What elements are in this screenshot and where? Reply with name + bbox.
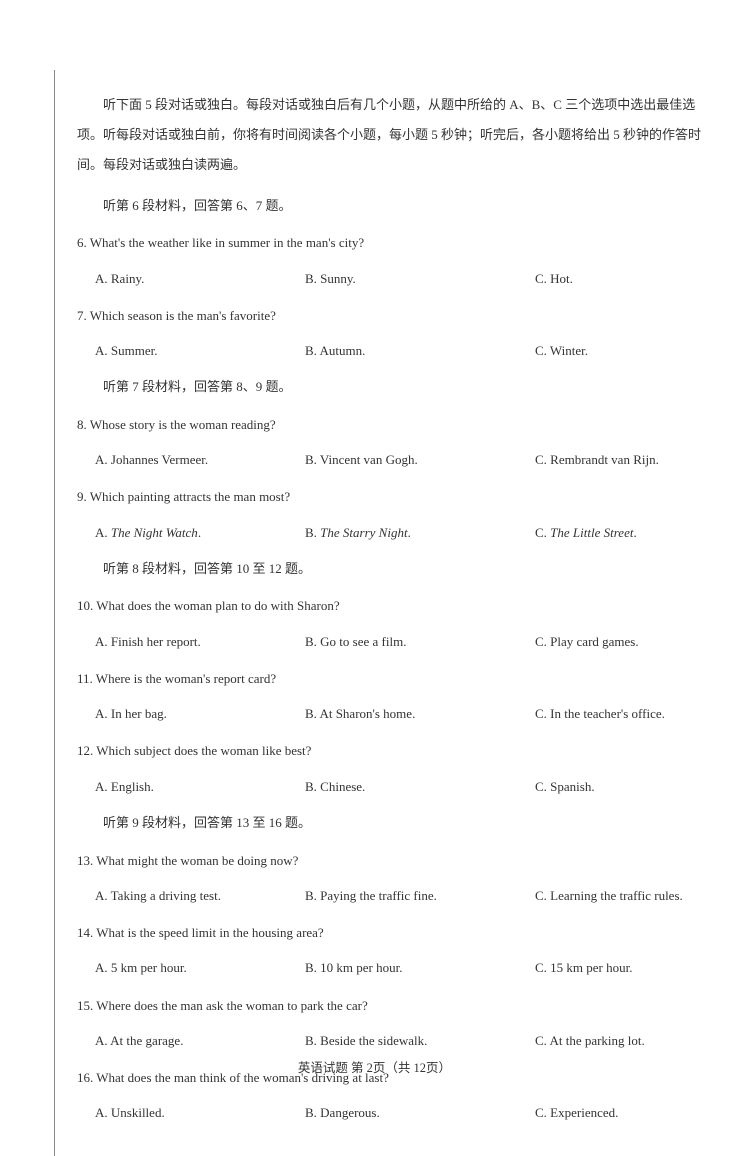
question-options: A. Rainy. B. Sunny. C. Hot. xyxy=(77,264,709,293)
question-stem: 11. Where is the woman's report card? xyxy=(77,664,709,693)
option-b: B. Go to see a film. xyxy=(305,627,535,656)
question-options: A. Unskilled. B. Dangerous. C. Experienc… xyxy=(77,1098,709,1127)
question-stem: 6. What's the weather like in summer in … xyxy=(77,228,709,257)
option-c: C. Experienced. xyxy=(535,1098,709,1127)
question-options: A. Johannes Vermeer. B. Vincent van Gogh… xyxy=(77,445,709,474)
option-b: B. The Starry Night. xyxy=(305,518,535,547)
option-a: A. Johannes Vermeer. xyxy=(95,445,305,474)
option-b: B. 10 km per hour. xyxy=(305,953,535,982)
option-c: C. Spanish. xyxy=(535,772,709,801)
question-stem: 7. Which season is the man's favorite? xyxy=(77,301,709,330)
option-a: A. Rainy. xyxy=(95,264,305,293)
option-c: C. 15 km per hour. xyxy=(535,953,709,982)
option-a: A. Unskilled. xyxy=(95,1098,305,1127)
option-a: A. Summer. xyxy=(95,336,305,365)
section-note: 听第 9 段材料，回答第 13 至 16 题。 xyxy=(77,809,709,838)
question-options: A. Summer. B. Autumn. C. Winter. xyxy=(77,336,709,365)
option-a: A. The Night Watch. xyxy=(95,518,305,547)
option-b: B. At Sharon's home. xyxy=(305,699,535,728)
question-stem: 14. What is the speed limit in the housi… xyxy=(77,918,709,947)
option-b: B. Vincent van Gogh. xyxy=(305,445,535,474)
question-stem: 13. What might the woman be doing now? xyxy=(77,846,709,875)
question-stem: 8. Whose story is the woman reading? xyxy=(77,410,709,439)
option-b: B. Chinese. xyxy=(305,772,535,801)
section-note: 听第 6 段材料，回答第 6、7 题。 xyxy=(77,192,709,221)
question-options: A. Taking a driving test. B. Paying the … xyxy=(77,881,709,910)
page-content: 听下面 5 段对话或独白。每段对话或独白后有几个小题，从题中所给的 A、B、C … xyxy=(54,70,709,1156)
question-options: A. English. B. Chinese. C. Spanish. xyxy=(77,772,709,801)
option-a: A. Taking a driving test. xyxy=(95,881,305,910)
section-note: 听第 7 段材料，回答第 8、9 题。 xyxy=(77,373,709,402)
option-a: A. Finish her report. xyxy=(95,627,305,656)
option-c: C. Hot. xyxy=(535,264,709,293)
option-a: A. In her bag. xyxy=(95,699,305,728)
intro-paragraph: 听下面 5 段对话或独白。每段对话或独白后有几个小题，从题中所给的 A、B、C … xyxy=(77,90,709,180)
option-c: C. In the teacher's office. xyxy=(535,699,709,728)
question-stem: 10. What does the woman plan to do with … xyxy=(77,591,709,620)
option-a: A. 5 km per hour. xyxy=(95,953,305,982)
option-c: C. Play card games. xyxy=(535,627,709,656)
question-stem: 15. Where does the man ask the woman to … xyxy=(77,991,709,1020)
option-b: B. Autumn. xyxy=(305,336,535,365)
option-c: C. At the parking lot. xyxy=(535,1026,709,1055)
question-options: A. In her bag. B. At Sharon's home. C. I… xyxy=(77,699,709,728)
question-stem: 9. Which painting attracts the man most? xyxy=(77,482,709,511)
question-stem: 12. Which subject does the woman like be… xyxy=(77,736,709,765)
option-b: B. Dangerous. xyxy=(305,1098,535,1127)
option-b: B. Beside the sidewalk. xyxy=(305,1026,535,1055)
option-c: C. Learning the traffic rules. xyxy=(535,881,709,910)
page-footer: 英语试题 第 2页（共 12页） xyxy=(0,1057,749,1076)
section-note: 听第 8 段材料，回答第 10 至 12 题。 xyxy=(77,555,709,584)
option-b: B. Paying the traffic fine. xyxy=(305,881,535,910)
option-a: A. At the garage. xyxy=(95,1026,305,1055)
question-options: A. The Night Watch. B. The Starry Night.… xyxy=(77,518,709,547)
question-options: A. At the garage. B. Beside the sidewalk… xyxy=(77,1026,709,1055)
option-c: C. Winter. xyxy=(535,336,709,365)
option-a: A. English. xyxy=(95,772,305,801)
option-c: C. Rembrandt van Rijn. xyxy=(535,445,709,474)
option-b: B. Sunny. xyxy=(305,264,535,293)
option-c: C. The Little Street. xyxy=(535,518,709,547)
question-options: A. 5 km per hour. B. 10 km per hour. C. … xyxy=(77,953,709,982)
question-options: A. Finish her report. B. Go to see a fil… xyxy=(77,627,709,656)
